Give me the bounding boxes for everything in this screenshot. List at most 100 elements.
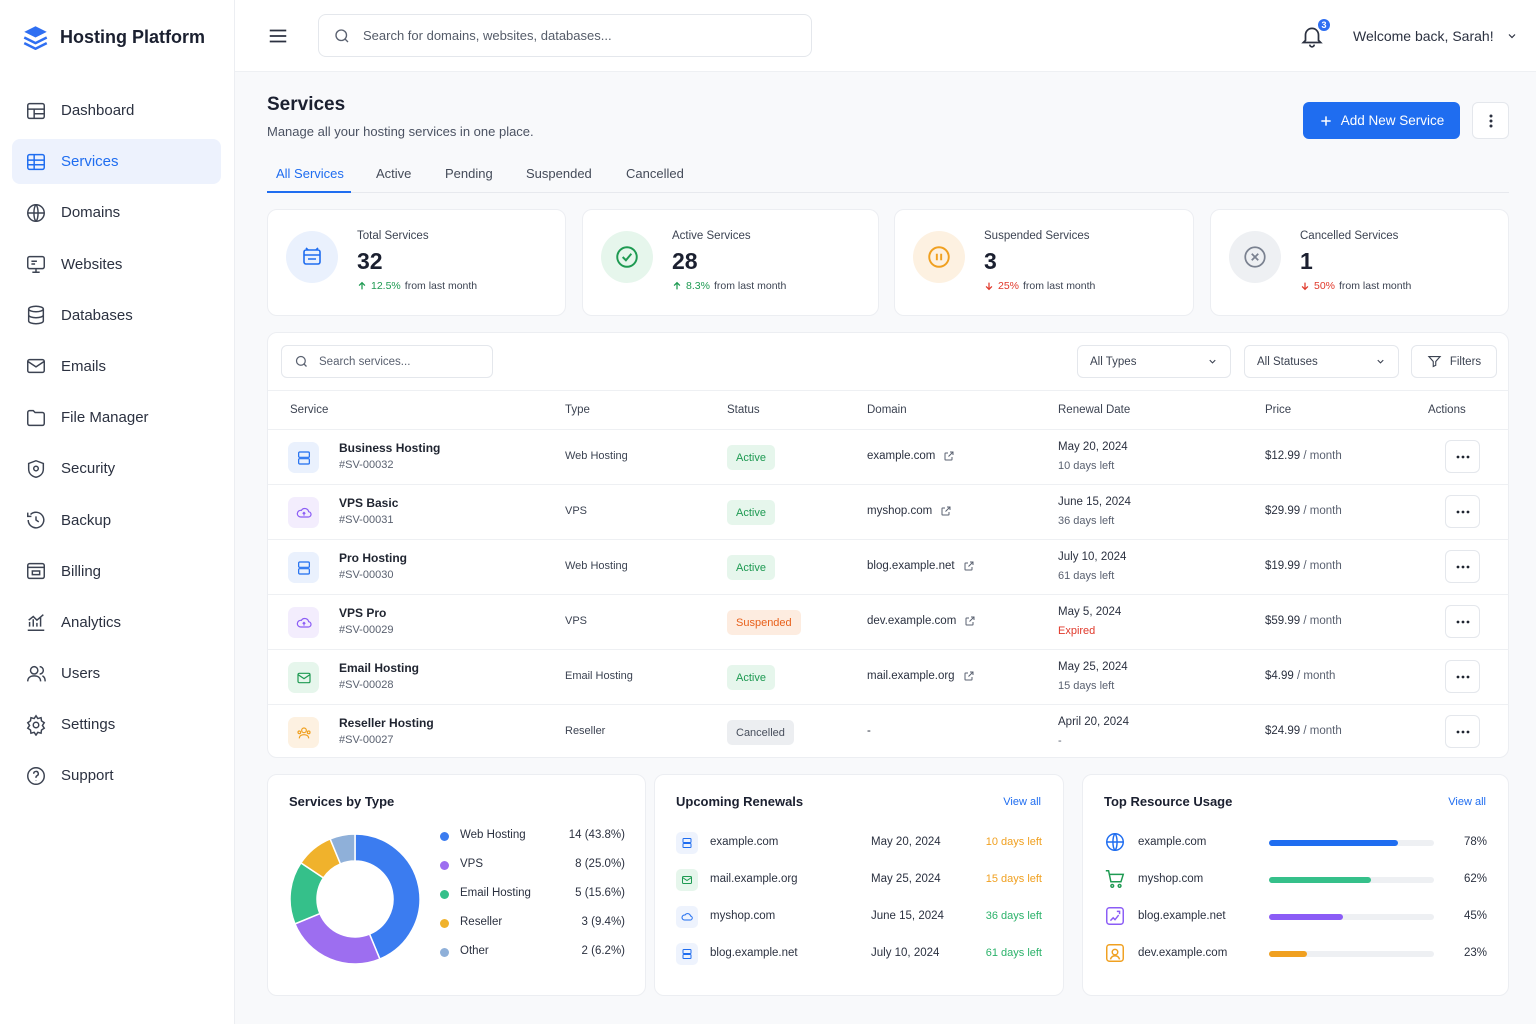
row-actions-button[interactable] bbox=[1445, 495, 1480, 528]
service-name[interactable]: Pro Hosting bbox=[339, 551, 407, 565]
service-domain-link[interactable]: mail.example.org bbox=[867, 670, 975, 682]
column-header[interactable]: Service bbox=[290, 404, 329, 416]
column-header[interactable]: Type bbox=[565, 404, 590, 416]
analytics-icon bbox=[27, 614, 45, 632]
donut-slice-other[interactable] bbox=[329, 833, 356, 865]
table-row[interactable]: Pro Hosting #SV-00030 Web Hosting Active… bbox=[268, 540, 1509, 595]
view-all-renewals-link[interactable]: View all bbox=[1003, 796, 1041, 808]
check-circle-icon bbox=[616, 246, 638, 268]
renewal-item[interactable]: myshop.com June 15, 2024 36 days left bbox=[676, 906, 1042, 928]
resource-item[interactable]: example.com 78% bbox=[1104, 831, 1487, 855]
sidebar-item-file-manager[interactable]: File Manager bbox=[12, 395, 221, 440]
table-row[interactable]: Email Hosting #SV-00028 Email Hosting Ac… bbox=[268, 650, 1509, 705]
sidebar-item-emails[interactable]: Emails bbox=[12, 344, 221, 389]
stat-icon-wrap bbox=[1229, 231, 1281, 283]
service-domain-link[interactable]: myshop.com bbox=[867, 505, 952, 517]
row-actions-button[interactable] bbox=[1445, 605, 1480, 638]
plus-icon bbox=[1321, 115, 1331, 126]
tab-pending[interactable]: Pending bbox=[445, 166, 493, 181]
sidebar-item-label: Users bbox=[61, 665, 101, 683]
sidebar-item-security[interactable]: Security bbox=[12, 446, 221, 491]
sidebar-item-analytics[interactable]: Analytics bbox=[12, 600, 221, 645]
column-header[interactable]: Status bbox=[727, 404, 760, 416]
table-search-input[interactable] bbox=[319, 355, 479, 368]
type-filter-select[interactable]: All Types bbox=[1077, 345, 1231, 378]
renewal-item[interactable]: mail.example.org May 25, 2024 15 days le… bbox=[676, 869, 1042, 891]
service-name[interactable]: Email Hosting bbox=[339, 661, 420, 675]
add-service-button[interactable]: Add New Service bbox=[1303, 102, 1460, 139]
price-amount: $29.99 bbox=[1265, 505, 1301, 517]
column-header[interactable]: Price bbox=[1265, 404, 1292, 416]
row-actions-button[interactable] bbox=[1445, 550, 1480, 583]
table-row[interactable]: Reseller Hosting #SV-00027 Reseller Canc… bbox=[268, 705, 1509, 760]
more-options-button[interactable] bbox=[1472, 102, 1509, 139]
arrow-down-icon bbox=[1301, 282, 1309, 291]
sidebar-item-services[interactable]: Services bbox=[12, 139, 221, 185]
service-name[interactable]: Business Hosting bbox=[339, 441, 441, 455]
search-input[interactable] bbox=[363, 28, 783, 43]
view-all-resources-link[interactable]: View all bbox=[1448, 796, 1486, 808]
donut-slice-vps[interactable] bbox=[293, 912, 381, 965]
price-amount: $12.99 bbox=[1265, 450, 1301, 462]
server-icon bbox=[682, 838, 692, 848]
x-circle-icon bbox=[1244, 246, 1266, 268]
donut-slice-web-hosting[interactable] bbox=[354, 833, 421, 961]
service-name[interactable]: Reseller Hosting bbox=[339, 716, 434, 730]
filters-label: Filters bbox=[1449, 355, 1482, 368]
chevron-down-icon bbox=[1377, 359, 1384, 364]
sidebar-item-billing[interactable]: Billing bbox=[12, 549, 221, 594]
service-type: Reseller bbox=[565, 725, 606, 737]
column-header[interactable]: Renewal Date bbox=[1058, 404, 1131, 416]
tab-suspended[interactable]: Suspended bbox=[526, 166, 592, 181]
sidebar-item-dashboard[interactable]: Dashboard bbox=[12, 88, 221, 133]
user-menu[interactable]: Welcome back, Sarah! bbox=[1353, 28, 1518, 44]
domain-text: dev.example.com bbox=[867, 615, 957, 627]
tab-active[interactable]: Active bbox=[376, 166, 412, 181]
table-row[interactable]: Business Hosting #SV-00032 Web Hosting A… bbox=[268, 430, 1509, 485]
resource-item[interactable]: myshop.com 62% bbox=[1104, 868, 1487, 892]
sidebar-item-websites[interactable]: Websites bbox=[12, 242, 221, 287]
service-domain-link[interactable]: blog.example.net bbox=[867, 560, 975, 572]
sidebar-item-users[interactable]: Users bbox=[12, 651, 221, 696]
sidebar-item-support[interactable]: Support bbox=[12, 753, 221, 798]
renewal-days-left: Expired bbox=[1058, 625, 1096, 637]
resource-item[interactable]: dev.example.com 23% bbox=[1104, 942, 1487, 966]
renewal-item[interactable]: example.com May 20, 2024 10 days left bbox=[676, 832, 1042, 854]
menu-icon[interactable] bbox=[267, 25, 289, 47]
table-search[interactable] bbox=[281, 345, 493, 378]
row-actions-button[interactable] bbox=[1445, 440, 1480, 473]
legend-dot bbox=[440, 948, 449, 957]
service-icon-wrap bbox=[288, 662, 319, 693]
legend-dot bbox=[440, 861, 449, 870]
external-link-icon bbox=[964, 671, 974, 681]
service-domain-link[interactable]: example.com bbox=[867, 450, 955, 462]
cloud-icon bbox=[296, 507, 312, 518]
service-name[interactable]: VPS Basic bbox=[339, 496, 399, 510]
sidebar-item-label: Support bbox=[61, 767, 114, 785]
resource-item[interactable]: blog.example.net 45% bbox=[1104, 905, 1487, 929]
service-name[interactable]: VPS Pro bbox=[339, 606, 387, 620]
renewal-item[interactable]: blog.example.net July 10, 2024 61 days l… bbox=[676, 943, 1042, 965]
sidebar-item-databases[interactable]: Databases bbox=[12, 293, 221, 338]
tab-all-services[interactable]: All Services bbox=[276, 166, 344, 181]
stat-card-cancelled: Cancelled Services 1 50% from last month bbox=[1210, 209, 1509, 316]
service-id: #SV-00029 bbox=[339, 624, 394, 636]
global-search[interactable] bbox=[318, 14, 812, 57]
bell-icon[interactable] bbox=[1299, 22, 1325, 50]
service-domain-link[interactable]: dev.example.com bbox=[867, 615, 976, 627]
row-actions-button[interactable] bbox=[1445, 715, 1480, 748]
sidebar-item-settings[interactable]: Settings bbox=[12, 702, 221, 747]
column-header[interactable]: Domain bbox=[867, 404, 907, 416]
table-row[interactable]: VPS Basic #SV-00031 VPS Active myshop.co… bbox=[268, 485, 1509, 540]
sidebar-item-backup[interactable]: Backup bbox=[12, 498, 221, 543]
sidebar-item-domains[interactable]: Domains bbox=[12, 190, 221, 235]
brand[interactable]: Hosting Platform bbox=[22, 24, 205, 51]
tab-cancelled[interactable]: Cancelled bbox=[626, 166, 684, 181]
row-actions-button[interactable] bbox=[1445, 660, 1480, 693]
status-filter-select[interactable]: All Statuses bbox=[1244, 345, 1399, 378]
table-row[interactable]: VPS Pro #SV-00029 VPS Suspended dev.exam… bbox=[268, 595, 1509, 650]
filters-button[interactable]: Filters bbox=[1411, 345, 1497, 378]
sidebar: Hosting Platform Dashboard Services Doma… bbox=[0, 0, 235, 1024]
service-icon-wrap bbox=[288, 442, 319, 473]
external-link-icon bbox=[965, 616, 975, 626]
